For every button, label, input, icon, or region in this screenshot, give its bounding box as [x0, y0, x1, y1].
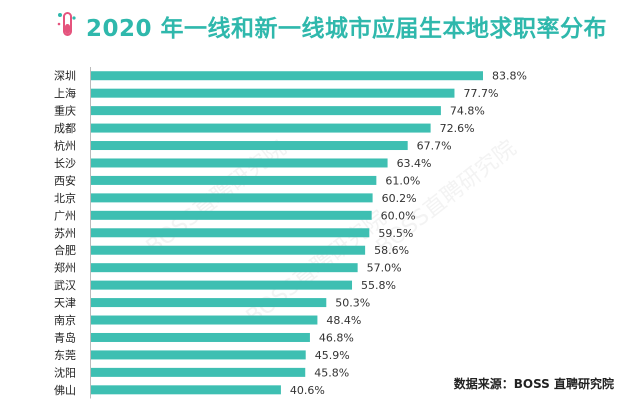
value-label: 67.7%	[417, 140, 452, 153]
value-label: 46.8%	[319, 331, 354, 344]
category-label: 西安	[54, 173, 76, 187]
bar	[91, 210, 372, 220]
bar	[91, 298, 327, 308]
category-label: 天津	[54, 297, 76, 310]
value-label: 60.0%	[381, 209, 416, 222]
value-label: 48.4%	[326, 314, 361, 327]
category-label: 南京	[54, 313, 76, 327]
bar	[91, 71, 483, 81]
bar	[91, 158, 388, 168]
category-label: 苏州	[54, 227, 76, 240]
bar	[91, 123, 431, 133]
category-label: 重庆	[54, 104, 76, 118]
category-label: 北京	[54, 191, 76, 205]
value-label: 50.3%	[335, 297, 370, 310]
bar	[91, 385, 281, 395]
bar	[91, 263, 358, 273]
value-label: 61.0%	[385, 174, 420, 187]
bar	[91, 141, 408, 151]
category-label: 武汉	[54, 279, 76, 292]
category-label: 合肥	[54, 243, 76, 257]
bar	[91, 245, 366, 255]
value-label: 45.9%	[315, 349, 350, 362]
value-label: 57.0%	[367, 262, 402, 275]
value-label: 60.2%	[382, 192, 417, 205]
bar	[91, 193, 373, 203]
bar	[91, 106, 441, 116]
category-label: 杭州	[54, 139, 76, 153]
value-label: 58.6%	[374, 244, 409, 257]
value-label: 59.5%	[378, 227, 413, 240]
bar	[91, 332, 310, 342]
value-label: 55.8%	[361, 279, 396, 292]
value-label: 63.4%	[397, 157, 432, 170]
test-tube-logo-icon	[57, 12, 76, 36]
category-label: 上海	[54, 86, 76, 100]
category-label: 长沙	[54, 157, 76, 170]
category-label: 广州	[54, 209, 76, 222]
bar	[91, 350, 306, 360]
bar	[91, 175, 377, 185]
value-label: 40.6%	[290, 384, 325, 397]
category-label: 佛山	[54, 384, 76, 397]
bar	[91, 88, 455, 98]
value-label: 83.8%	[492, 70, 527, 83]
data-source-note: 数据来源：BOSS 直聘研究院	[453, 377, 614, 391]
bar	[91, 280, 353, 290]
value-label: 72.6%	[440, 122, 475, 135]
category-label: 深圳	[54, 70, 76, 83]
chart-title: 2020 年一线和新一线城市应届生本地求职率分布	[86, 16, 608, 42]
category-label: 沈阳	[54, 365, 76, 379]
category-label: 青岛	[54, 330, 76, 344]
category-label: 成都	[54, 122, 76, 135]
value-label: 77.7%	[463, 87, 498, 100]
value-label: 74.8%	[450, 105, 485, 118]
bar	[91, 315, 318, 325]
category-label: 东莞	[54, 349, 76, 362]
value-label: 45.8%	[314, 366, 349, 379]
bar	[91, 228, 370, 238]
category-label: 郑州	[54, 261, 76, 275]
bar	[91, 367, 306, 377]
